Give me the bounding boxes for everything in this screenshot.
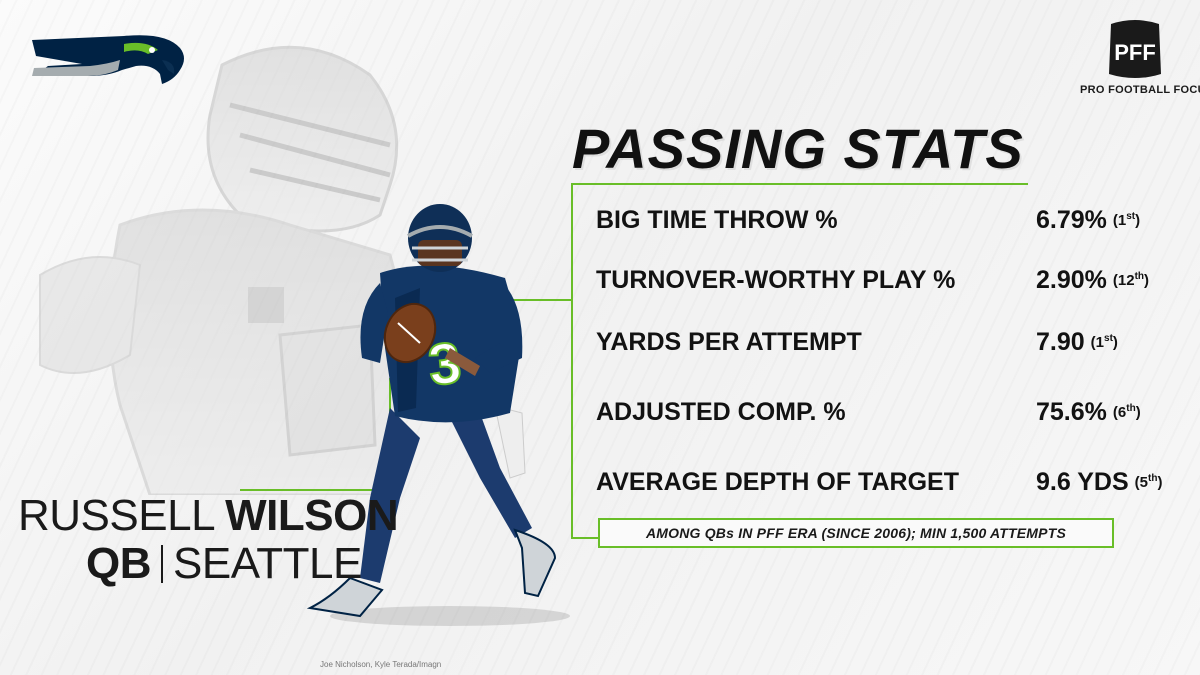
player-position-team: QB SEATTLE: [18, 540, 368, 588]
stat-rank: (5th): [1135, 473, 1163, 491]
stat-rank: (1st): [1113, 211, 1140, 229]
stat-rank-number: (12: [1112, 272, 1135, 289]
pff-mark-text: PFF: [1114, 40, 1156, 65]
pff-logo-icon: PFF: [1109, 20, 1161, 78]
divider: [161, 545, 163, 583]
player-name-block: RUSSELL WILSON QB SEATTLE: [18, 491, 399, 588]
player-first-name: RUSSELL: [18, 491, 214, 540]
stat-value: 9.6 YDS: [1036, 467, 1129, 496]
stat-rank: (6th): [1113, 403, 1141, 421]
photo-credit: Joe Nicholson, Kyle Terada/Imagn: [320, 660, 442, 669]
page-title: PASSING STATS: [572, 117, 1024, 180]
stat-value: 75.6%: [1036, 397, 1107, 426]
player-last-name: WILSON: [225, 491, 399, 540]
stat-rank-close: ): [1135, 212, 1141, 229]
stat-rank-number: (1: [1112, 212, 1127, 229]
stat-rank-suffix: th: [1134, 271, 1145, 282]
stat-rank-number: (1: [1090, 334, 1105, 351]
stat-row: BIG TIME THROW % 6.79% (1st): [596, 200, 1186, 240]
stat-rank-suffix: st: [1104, 333, 1113, 344]
stat-rank-suffix: th: [1126, 403, 1136, 414]
stat-rank: (1st): [1091, 333, 1118, 351]
stat-row: ADJUSTED COMP. % 75.6% (6th): [596, 392, 1186, 432]
stat-label: TURNOVER-WORTHY PLAY %: [596, 265, 956, 294]
stat-rank-close: ): [1112, 334, 1118, 351]
ghost-player-image: [39, 45, 405, 495]
stat-value: 7.90: [1036, 327, 1085, 356]
stat-value: 2.90%: [1036, 265, 1107, 294]
stat-rank-suffix: st: [1126, 211, 1136, 222]
stat-rank-number: (5: [1134, 474, 1148, 491]
stat-label: BIG TIME THROW %: [596, 205, 838, 234]
stat-rank-close: ): [1157, 474, 1163, 491]
player-photo: 3: [306, 204, 570, 626]
stat-rank: (12th): [1113, 271, 1149, 289]
stat-row: AVERAGE DEPTH OF TARGET 9.6 YDS (5th): [596, 462, 1186, 502]
pff-logo: PFF PRO FOOTBALL FOCUS: [1080, 18, 1200, 108]
stat-row: TURNOVER-WORTHY PLAY % 2.90% (12th): [596, 260, 1186, 300]
stat-row: YARDS PER ATTEMPT 7.90 (1st): [596, 322, 1186, 362]
stat-rank-number: (6: [1112, 404, 1127, 421]
footnote: AMONG QBs IN PFF ERA (SINCE 2006); MIN 1…: [598, 518, 1114, 548]
brand-tagline: PRO FOOTBALL FOCUS: [1080, 84, 1200, 96]
player-name: RUSSELL WILSON: [18, 491, 399, 540]
stat-value: 6.79%: [1036, 205, 1107, 234]
stat-label: AVERAGE DEPTH OF TARGET: [596, 467, 959, 496]
player-position: QB: [86, 539, 152, 588]
stat-rank-close: ): [1135, 404, 1141, 421]
player-team: SEATTLE: [173, 539, 362, 588]
stat-label: YARDS PER ATTEMPT: [596, 327, 862, 356]
stat-label: ADJUSTED COMP. %: [596, 397, 846, 426]
stat-rank-suffix: th: [1148, 473, 1158, 484]
seahawks-logo-icon: [32, 35, 184, 84]
stat-rank-close: ): [1144, 272, 1150, 289]
